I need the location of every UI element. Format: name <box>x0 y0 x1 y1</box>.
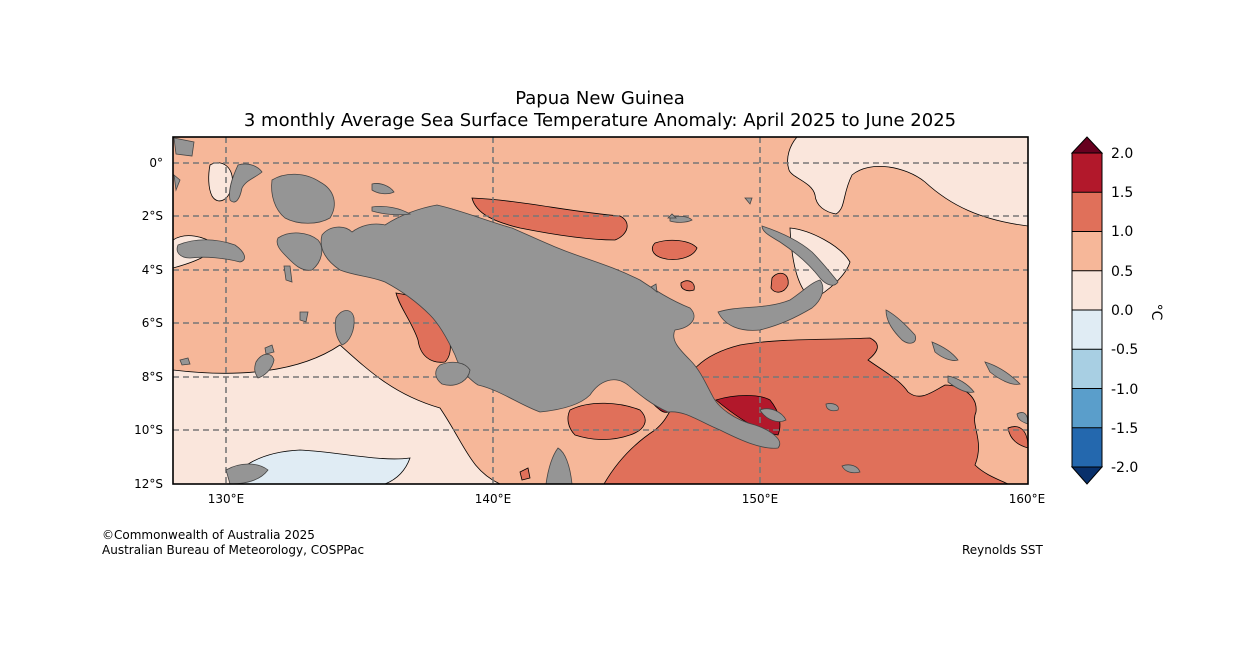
colorbar-segment-0.5-1.0 <box>1072 231 1102 271</box>
land-louisiade <box>841 464 861 474</box>
map-frame <box>172 136 1029 485</box>
colorbar-label: 0.5 <box>1111 264 1133 280</box>
lat-label: 12°S <box>134 477 163 491</box>
colorbar-segment-1.0-1.5 <box>1072 192 1102 232</box>
lat-label: 4°S <box>142 263 163 277</box>
land-kolepom <box>435 361 471 386</box>
anomaly-band-1.0-1.5-new-britain <box>770 272 789 293</box>
longitude-labels: 130°E 140°E 150°E 160°E <box>208 492 1046 506</box>
land-new-ireland <box>761 225 839 286</box>
colorbar-segment-minus2.0-minus1.5 <box>1072 427 1102 467</box>
land-birds-head <box>276 232 323 271</box>
land-dentrecasteaux <box>759 408 787 422</box>
anomaly-band-1.0-1.5-east <box>1007 426 1028 449</box>
latitude-labels: 0° 2°S 4°S 6°S 8°S 10°S 12°S <box>134 156 163 491</box>
agency-text: Australian Bureau of Meteorology, COSPPa… <box>102 543 365 557</box>
colorbar-label: -2.0 <box>1111 460 1138 476</box>
colorbar-label: 0.0 <box>1111 303 1133 319</box>
land-seram <box>176 239 245 263</box>
land-yapen <box>371 206 412 216</box>
land-makira <box>1016 412 1028 425</box>
anomaly-band-minus0.5-0.0 <box>231 449 411 484</box>
lat-label: 8°S <box>142 370 163 384</box>
lat-label: 2°S <box>142 209 163 223</box>
colorbar-segment-minus0.5-0.0 <box>1072 310 1102 350</box>
lat-label: 6°S <box>142 316 163 330</box>
land-islet-5 <box>650 283 658 293</box>
lon-label: 130°E <box>208 492 245 506</box>
colorbar-label: -1.0 <box>1111 382 1138 398</box>
anomaly-band-1.0-1.5-torres <box>519 467 531 481</box>
credits: ©Commonwealth of Australia 2025 Australi… <box>102 528 364 558</box>
land-malaita <box>984 361 1021 385</box>
land-morotai <box>173 137 195 157</box>
data-source-text: Reynolds SST <box>962 543 1043 557</box>
colorbar-label: 1.0 <box>1111 224 1133 240</box>
land-islet-8 <box>264 344 275 355</box>
map-title: Papua New Guinea <box>515 88 685 109</box>
land-halmahera <box>229 163 263 203</box>
land-biak <box>371 183 395 195</box>
colorbar-unit-label: °C <box>1148 304 1164 321</box>
anomaly-band-1.0-1.5-north-coast <box>471 197 628 241</box>
land-choiseul <box>931 341 959 361</box>
colorbar-label: 2.0 <box>1111 146 1133 162</box>
anomaly-band-1.0-1.5-small <box>680 280 695 292</box>
colorbar-label: 1.5 <box>1111 185 1133 201</box>
land-woodlark <box>825 403 839 412</box>
anomaly-band-0.0-0.5-northeast <box>787 137 1028 227</box>
land-guadalcanal <box>947 375 975 393</box>
land-aru <box>334 310 355 346</box>
colorbar-under-arrow <box>1070 466 1104 485</box>
lat-label: 10°S <box>134 423 163 437</box>
lon-label: 140°E <box>475 492 512 506</box>
land-islet-1 <box>283 265 293 283</box>
land-cape-york <box>545 447 573 484</box>
colorbar-over-arrow <box>1070 136 1104 154</box>
land-islet-7 <box>179 357 191 366</box>
land-bougainville <box>885 309 917 344</box>
colorbar-label: -1.5 <box>1111 421 1138 437</box>
land-islet-3 <box>667 213 677 219</box>
land-new-guinea <box>320 204 781 449</box>
anomaly-band-1.0-1.5-manus <box>651 239 698 260</box>
lon-label: 150°E <box>742 492 779 506</box>
land-masses <box>173 137 1028 484</box>
land-islet-6 <box>173 174 181 192</box>
colorbar-dividers <box>1072 191 1102 429</box>
land-waigeo <box>271 173 335 224</box>
anomaly-band-0.0-0.5-halmahera <box>208 162 233 202</box>
land-islet-2 <box>299 311 309 323</box>
colorbar-label: -0.5 <box>1111 342 1138 358</box>
land-islet-4 <box>744 197 753 205</box>
lon-label: 160°E <box>1009 492 1046 506</box>
colorbar-segment-minus1.5-minus1.0 <box>1072 388 1102 428</box>
colorbar: 2.0 1.5 1.0 0.5 0.0 -0.5 -1.0 -1.5 -2.0 … <box>1070 136 1164 485</box>
colorbar-segment-0.0-0.5 <box>1072 270 1102 310</box>
colorbar-segment-minus1.0-minus0.5 <box>1072 349 1102 389</box>
lat-label: 0° <box>149 156 163 170</box>
colorbar-labels: 2.0 1.5 1.0 0.5 0.0 -0.5 -1.0 -1.5 -2.0 <box>1111 146 1138 476</box>
map-area <box>173 137 1028 484</box>
land-new-britain <box>717 279 824 331</box>
colorbar-segment-1.5-2.0 <box>1072 153 1102 193</box>
map-subtitle: 3 monthly Average Sea Surface Temperatur… <box>243 110 957 131</box>
copyright-text: ©Commonwealth of Australia 2025 <box>102 528 315 542</box>
